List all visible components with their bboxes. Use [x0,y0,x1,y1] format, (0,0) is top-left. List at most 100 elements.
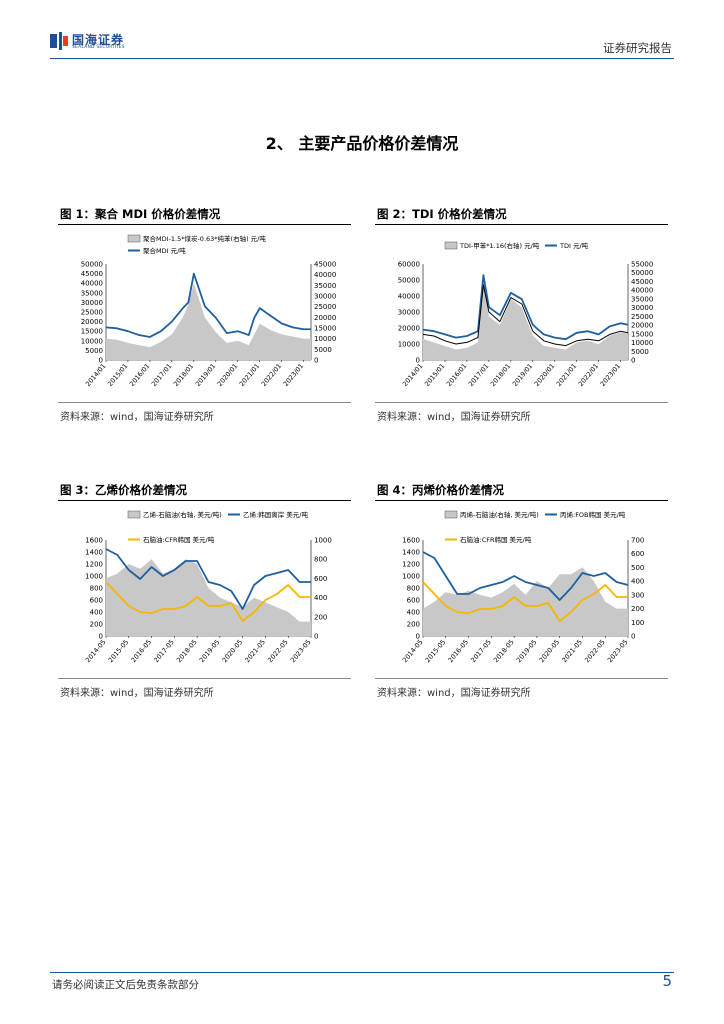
y-right-tick-label: 200 [314,613,327,621]
header-divider [50,58,674,59]
x-tick-label: 2023-05 [289,638,313,664]
y-left-tick-label: 200 [407,621,420,629]
series-area-0 [106,559,311,636]
y-right-tick-label: 200 [631,605,644,613]
figure-1-chart: 聚合MDI-1.5*煤炭-0.63*纯苯(右轴) 元/吨 聚合MDI 元/吨 0 50… [58,228,351,400]
x-tick-label: 2017-05 [469,638,493,664]
figure-2-chart: TDI-甲苯*1.16(右轴) 元/吨 TDI 元/吨 0 10000 20000 300… [375,228,668,400]
x-tick-label: 2023/01 [599,362,622,388]
y-right-tick-label: 700 [631,537,644,545]
y-right-tick-label: 40000 [314,271,336,279]
y-left-tick-label: 600 [90,597,103,605]
y-right-tick-label: 35000 [631,295,653,303]
y-left-tick-label: 600 [407,597,420,605]
y-right-tick-label: 300 [631,591,644,599]
page-number: 5 [662,972,672,990]
figure-3-bottom-rule [58,678,351,679]
y-left-tick-label: 1600 [85,537,103,545]
figure-4-title: 图 4：丙烯价格价差情况 [377,483,505,497]
y-left-tick-label: 0 [416,357,420,365]
logo-text-en: SEALAND SECURITIES [72,45,125,50]
y-left-tick-label: 400 [90,609,103,617]
y-left-tick-label: 0 [99,633,103,641]
x-tick-label: 2022-05 [583,638,607,664]
figure-2-bottom-rule [375,402,668,403]
x-tick-label: 2017-05 [152,638,176,664]
x-tick-label: 2018/01 [172,362,195,388]
footer-disclaimer: 请务必阅读正文后免责条款部分 [52,979,199,991]
series-line-1 [105,272,311,338]
y-left-tick-label: 1000 [402,573,420,581]
legend-label-0: 乙烯-石脑油(右轴, 美元/吨) [143,510,222,519]
x-tick-label: 2015/01 [106,362,129,388]
legend-label-0: 丙烯-石脑油(右轴, 美元/吨) [460,510,539,519]
y-right-tick-label: 0 [631,633,635,641]
series-area-0 [423,281,628,360]
x-tick-label: 2018/01 [489,362,512,388]
legend-swatch-0 [127,234,141,243]
series-line-2 [105,581,311,622]
x-tick-label: 2022/01 [577,362,600,388]
y-left-tick-label: 5000 [85,347,103,355]
x-tick-label: 2014-05 [401,638,425,664]
y-right-tick-label: 15000 [631,330,653,338]
figure-2-top-rule [375,224,668,225]
figure-4-source: 资料来源：wind，国海证券研究所 [377,688,531,699]
y-left-tick-label: 10000 [398,341,420,349]
x-tick-label: 2019/01 [511,362,534,388]
x-tick-label: 2016-05 [129,638,153,664]
x-tick-label: 2022-05 [266,638,290,664]
y-right-tick-label: 0 [314,357,318,365]
y-left-tick-label: 20000 [398,325,420,333]
x-tick-label: 2018-05 [492,638,516,664]
y-right-tick-label: 25000 [314,303,336,311]
y-left-tick-label: 50000 [398,277,420,285]
x-tick-label: 2019-05 [515,638,539,664]
series-area-0 [423,567,628,636]
y-left-tick-label: 0 [99,357,103,365]
y-left-tick-label: 15000 [81,328,103,336]
x-tick-label: 2018-05 [175,638,199,664]
x-tick-label: 2021-05 [560,638,584,664]
y-left-tick-label: 800 [407,585,420,593]
y-left-tick-label: 30000 [398,309,420,317]
logo-mark-icon [50,32,68,50]
y-right-tick-label: 400 [631,578,644,586]
series-line-1 [422,551,629,601]
x-tick-label: 2021-05 [243,638,267,664]
y-right-tick-label: 25000 [631,313,653,321]
footer-divider [50,972,674,973]
legend-swatch-0 [444,241,458,250]
y-left-tick-label: 1200 [402,561,420,569]
y-left-tick-label: 10000 [81,337,103,345]
series-line-1 [105,548,311,610]
y-right-tick-label: 10000 [314,335,336,343]
y-right-tick-label: 30000 [314,293,336,301]
y-right-tick-label: 5000 [314,346,332,354]
legend-label-2: 石脑油:CFR韩国 美元/吨 [143,535,215,544]
x-tick-label: 2014/01 [401,362,424,388]
y-left-tick-label: 35000 [81,289,103,297]
figure-2-title: 图 2：TDI 价格价差情况 [377,207,507,221]
y-left-tick-label: 1200 [85,561,103,569]
y-left-tick-label: 60000 [398,261,420,269]
x-tick-label: 2021/01 [555,362,578,388]
y-left-tick-label: 40000 [81,280,103,288]
figure-1-top-rule [58,224,351,225]
y-right-tick-label: 600 [631,550,644,558]
series-area-0 [106,283,311,360]
y-right-tick-label: 50000 [631,269,653,277]
figure-4-top-rule [375,500,668,501]
legend-swatch-0 [127,510,141,519]
y-left-tick-label: 400 [407,609,420,617]
figure-3-chart: 乙烯-石脑油(右轴, 美元/吨) 乙烯:韩国离岸 美元/吨 石脑油:CFR韩国 美元… [58,504,351,676]
y-right-tick-label: 0 [631,357,635,365]
y-right-tick-label: 5000 [631,348,649,356]
x-tick-label: 2017/01 [467,362,490,388]
figure-1-source: 资料来源：wind，国海证券研究所 [60,412,214,423]
x-tick-label: 2015-05 [424,638,448,664]
y-right-tick-label: 20000 [631,322,653,330]
y-left-tick-label: 1000 [85,573,103,581]
figure-1-title: 图 1：聚合 MDI 价格价差情况 [60,207,221,221]
legend-label-1: TDI 元/吨 [559,241,589,250]
